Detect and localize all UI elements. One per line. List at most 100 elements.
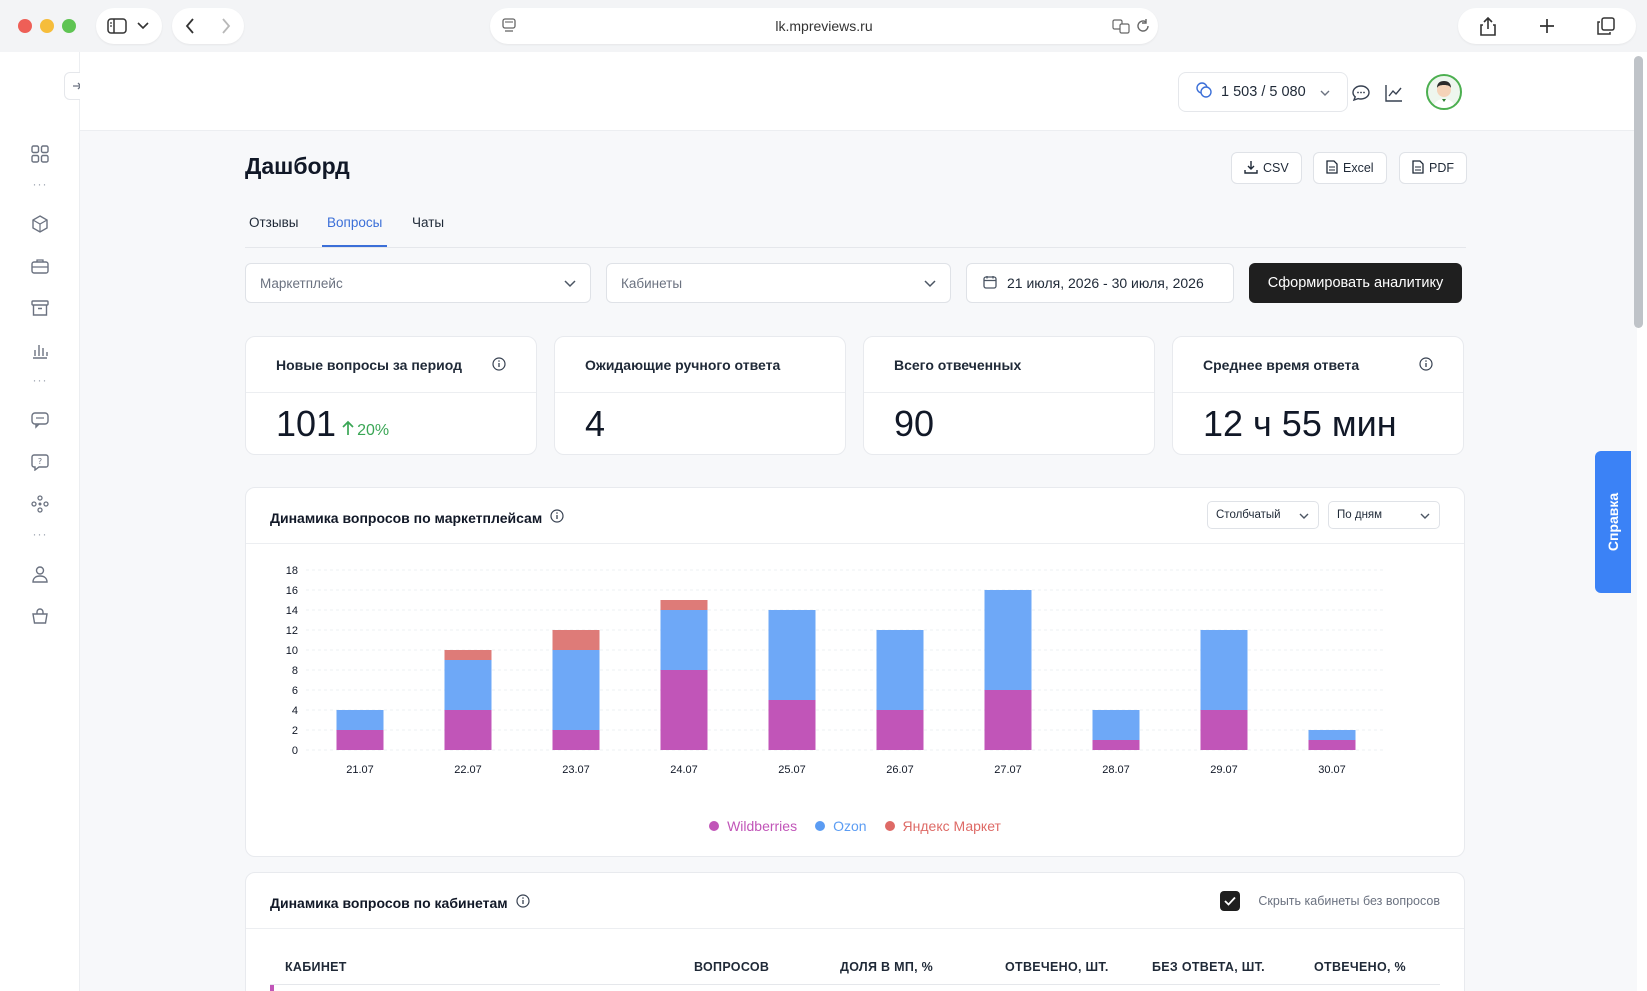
column-header-cabinet[interactable]: КАБИНЕТ bbox=[285, 960, 347, 974]
column-header-answered-percent[interactable]: ОТВЕЧЕНО, % bbox=[1314, 960, 1406, 974]
chat-icon[interactable] bbox=[1350, 82, 1372, 104]
separator-dots-icon: ··· bbox=[32, 177, 48, 191]
basket-icon[interactable] bbox=[28, 604, 52, 628]
marketplace-select[interactable]: Маркетплейс bbox=[245, 263, 591, 303]
separator-dots-icon: ··· bbox=[32, 527, 48, 541]
x-tick-label: 29.07 bbox=[1210, 764, 1238, 776]
help-tab-label: Справка bbox=[1605, 492, 1621, 552]
kpi-title: Среднее время ответа bbox=[1203, 357, 1360, 373]
bar-segment bbox=[1308, 730, 1356, 740]
minimize-window-button[interactable] bbox=[40, 19, 54, 33]
network-icon[interactable] bbox=[28, 492, 52, 516]
kpi-title: Всего отвеченных bbox=[894, 357, 1022, 373]
user-icon[interactable] bbox=[28, 562, 52, 586]
credits-value: 1 503 / 5 080 bbox=[1221, 84, 1306, 100]
share-icon[interactable] bbox=[1473, 11, 1503, 41]
chevron-down-icon[interactable] bbox=[132, 11, 154, 41]
hide-empty-cabinets-label[interactable]: Скрыть кабинеты без вопросов bbox=[1258, 894, 1440, 908]
kpi-title: Новые вопросы за период bbox=[276, 357, 462, 373]
kpi-value: 101 bbox=[276, 403, 337, 444]
back-icon[interactable] bbox=[175, 11, 205, 41]
export-pdf-button[interactable]: PDF bbox=[1399, 152, 1467, 184]
chart-period-select[interactable]: По дням bbox=[1328, 501, 1440, 529]
translate-icon[interactable] bbox=[1112, 18, 1130, 39]
x-tick-label: 21.07 bbox=[346, 764, 374, 776]
column-header-answered-count[interactable]: ОТВЕЧЕНО, ШТ. bbox=[1005, 960, 1109, 974]
sidebar-toggle-icon[interactable] bbox=[102, 11, 132, 41]
legend-item-wildberries[interactable]: Wildberries bbox=[709, 818, 797, 834]
table-header-divider bbox=[270, 984, 1440, 985]
cabinets-select[interactable]: Кабинеты bbox=[606, 263, 951, 303]
briefcase-icon[interactable] bbox=[28, 254, 52, 278]
page-menu-icon[interactable] bbox=[502, 18, 516, 39]
legend-marker bbox=[709, 821, 720, 831]
bar-segment bbox=[1308, 740, 1356, 750]
bar-segment bbox=[336, 730, 384, 750]
bar-segment bbox=[984, 690, 1032, 750]
column-header-questions[interactable]: ВОПРОСОВ bbox=[694, 960, 770, 974]
credits-selector[interactable]: 1 503 / 5 080 bbox=[1178, 72, 1348, 112]
export-excel-button[interactable]: Excel bbox=[1313, 152, 1387, 184]
bar-segment bbox=[552, 630, 600, 650]
bar-segment bbox=[1200, 710, 1248, 750]
bar-segment bbox=[1200, 630, 1248, 710]
zoom-window-button[interactable] bbox=[62, 19, 76, 33]
export-excel-label: Excel bbox=[1343, 161, 1374, 175]
legend-item-yandex-market[interactable]: Яндекс Маркет bbox=[884, 818, 1001, 834]
chart-type-select[interactable]: Столбчатый bbox=[1207, 501, 1319, 529]
chevron-down-icon bbox=[1299, 510, 1309, 522]
y-tick-label: 6 bbox=[292, 685, 298, 697]
new-tab-icon[interactable] bbox=[1532, 11, 1562, 41]
reviews-chat-icon[interactable] bbox=[28, 408, 52, 432]
info-icon[interactable] bbox=[492, 357, 506, 374]
export-csv-button[interactable]: CSV bbox=[1231, 152, 1302, 184]
column-header-share[interactable]: ДОЛЯ В МП, % bbox=[840, 960, 934, 974]
dashboard-icon[interactable] bbox=[28, 142, 52, 166]
analytics-icon[interactable] bbox=[28, 338, 52, 362]
tab-questions[interactable]: Вопросы bbox=[327, 215, 383, 230]
document-icon bbox=[1412, 159, 1424, 177]
kpi-value-row: 90 bbox=[894, 403, 934, 445]
export-csv-label: CSV bbox=[1263, 161, 1289, 175]
y-tick-label: 0 bbox=[292, 745, 298, 757]
questions-icon[interactable]: ? bbox=[28, 450, 52, 474]
scrollbar-thumb[interactable] bbox=[1634, 56, 1643, 328]
coins-icon bbox=[1195, 81, 1213, 103]
bar-segment bbox=[336, 710, 384, 730]
tab-reviews[interactable]: Отзывы bbox=[249, 215, 299, 230]
calendar-icon bbox=[983, 275, 997, 292]
kpi-value-row: 101 20% bbox=[276, 403, 389, 445]
date-range-picker[interactable]: 21 июля, 2026 - 30 июля, 2026 bbox=[966, 263, 1234, 303]
kpi-card-total-answered: Всего отвеченных 90 bbox=[863, 336, 1155, 455]
bar-segment bbox=[768, 610, 816, 700]
help-tab-button[interactable]: Справка bbox=[1595, 451, 1631, 593]
x-tick-label: 22.07 bbox=[454, 764, 482, 776]
reload-icon[interactable] bbox=[1136, 18, 1150, 39]
legend-item-ozon[interactable]: Ozon bbox=[815, 818, 867, 834]
legend-marker bbox=[884, 821, 895, 831]
line-chart-icon[interactable] bbox=[1383, 82, 1405, 104]
archive-icon[interactable] bbox=[28, 296, 52, 320]
generate-analytics-button[interactable]: Сформировать аналитику bbox=[1249, 263, 1462, 303]
card-title: Динамика вопросов по маркетплейсам bbox=[270, 509, 564, 526]
tabs-overview-icon[interactable] bbox=[1591, 11, 1621, 41]
close-window-button[interactable] bbox=[18, 19, 32, 33]
tab-chats[interactable]: Чаты bbox=[412, 215, 445, 230]
address-bar[interactable]: lk.mpreviews.ru bbox=[490, 8, 1158, 44]
forward-icon[interactable] bbox=[211, 11, 241, 41]
bar-segment bbox=[768, 700, 816, 750]
chevron-down-icon bbox=[1320, 84, 1330, 100]
legend-label: Яндекс Маркет bbox=[902, 818, 1001, 834]
bar-segment bbox=[660, 600, 708, 610]
chart-legend: Wildberries Ozon Яндекс Маркет bbox=[246, 818, 1464, 834]
column-header-unanswered-count[interactable]: БЕЗ ОТВЕТА, ШТ. bbox=[1152, 960, 1265, 974]
info-icon[interactable] bbox=[516, 894, 530, 911]
y-tick-label: 12 bbox=[286, 625, 298, 637]
avatar[interactable] bbox=[1426, 74, 1462, 110]
info-icon[interactable] bbox=[550, 509, 564, 526]
info-icon[interactable] bbox=[1419, 357, 1433, 374]
chevron-down-icon bbox=[924, 276, 936, 291]
cubes-icon[interactable] bbox=[28, 212, 52, 236]
top-bar bbox=[80, 52, 1637, 131]
hide-empty-cabinets-checkbox[interactable] bbox=[1220, 891, 1240, 911]
